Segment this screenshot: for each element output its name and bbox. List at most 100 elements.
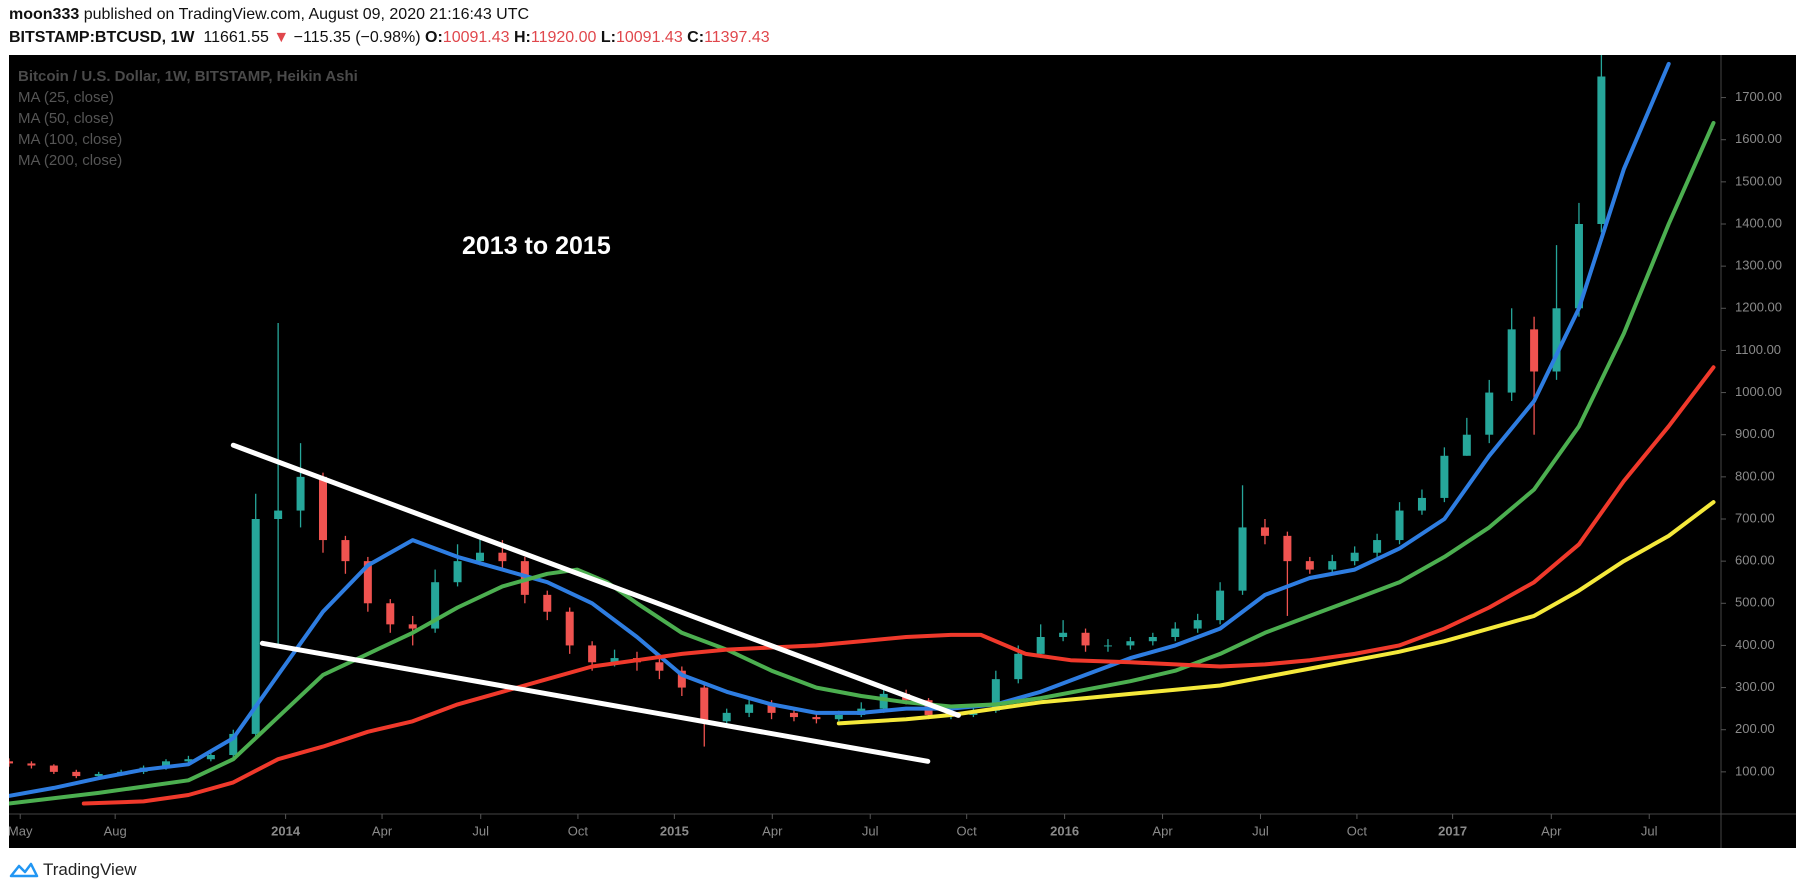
x-tick-label: Jul: [862, 823, 879, 838]
candle-body: [1283, 535, 1292, 562]
c-label: C:: [687, 29, 705, 46]
candle-body: [520, 561, 529, 595]
candle-body: [251, 518, 260, 734]
candle-body: [1260, 527, 1269, 536]
candle-body: [475, 552, 484, 562]
axes: 100.00 200.00 300.00 400.00 500.00 600.00 700.…: [8, 89, 1782, 838]
candle-body: [1081, 632, 1090, 646]
chart-panel: [9, 55, 1796, 848]
candle-body: [386, 603, 395, 625]
y-tick-label: 900.00: [1735, 426, 1775, 441]
annotation: 2013 to 2015: [462, 232, 611, 260]
x-tick-label: 2015: [660, 823, 689, 838]
ma-line: [9, 120, 1716, 806]
candle-body: [1305, 561, 1314, 570]
plot: [9, 55, 1716, 806]
legend-entry: MA (200, close): [18, 152, 123, 169]
o-label: O:: [425, 29, 443, 46]
candle-body: [1171, 628, 1180, 637]
ma-line: [81, 365, 1716, 806]
y-tick-label: 1500.00: [1735, 173, 1782, 188]
x-tick-label: Jul: [1252, 823, 1269, 838]
candle-body: [834, 714, 843, 720]
candle-body: [1440, 455, 1449, 498]
candle-body: [1530, 329, 1539, 372]
y-tick-label: 700.00: [1735, 510, 1775, 525]
candle-body: [1238, 527, 1247, 591]
candle-body: [229, 733, 238, 755]
x-tick-label: Jul: [472, 823, 489, 838]
y-tick-label: 1200.00: [1735, 300, 1782, 315]
symbol-line: BITSTAMP:BTCUSD, 1W 11661.55 ▼ −115.35 (…: [9, 29, 770, 47]
arrow: ▼: [273, 29, 290, 46]
candle-body: [1485, 392, 1494, 435]
candle-body: [27, 763, 36, 766]
candle-body: [565, 611, 574, 646]
candle-body: [767, 704, 776, 713]
y-tick-label: 500.00: [1735, 595, 1775, 610]
x-tick-label: Oct: [957, 823, 978, 838]
y-tick-label: 600.00: [1735, 553, 1775, 568]
y-tick-label: 400.00: [1735, 637, 1775, 652]
candle-body: [1193, 620, 1202, 629]
x-tick-label: Oct: [1347, 823, 1368, 838]
brand: TradingView: [43, 860, 137, 879]
y-tick-label: 1300.00: [1735, 258, 1782, 273]
candle-body: [1103, 645, 1112, 647]
candle-body: [498, 552, 507, 562]
candle-body: [274, 510, 283, 519]
y-tick-label: 1000.00: [1735, 384, 1782, 399]
candle-body: [296, 476, 305, 511]
y-tick-label: 100.00: [1735, 763, 1775, 778]
y-tick-label: 200.00: [1735, 721, 1775, 736]
candle-body: [161, 761, 170, 768]
candle-body: [655, 662, 664, 671]
candle-body: [1216, 590, 1225, 621]
candle-body: [206, 754, 215, 760]
candle-body: [94, 773, 103, 777]
candle-body: [722, 712, 731, 722]
candle-body: [1417, 497, 1426, 511]
x-tick-label: 2017: [1438, 823, 1467, 838]
candle-body: [1507, 329, 1516, 393]
logo: [9, 862, 39, 878]
y-tick-label: 800.00: [1735, 468, 1775, 483]
candle-body: [1328, 561, 1337, 570]
published: published on TradingView.com, August 09,…: [83, 6, 530, 23]
x-tick-label: Apr: [762, 823, 783, 838]
candle-body: [677, 670, 686, 688]
candle-body: [700, 687, 709, 722]
candle-body: [1036, 636, 1045, 654]
candle-body: [991, 679, 1000, 711]
y-tick-label: 1400.00: [1735, 215, 1782, 230]
x-tick-label: Apr: [1152, 823, 1173, 838]
candle-body: [1373, 540, 1382, 553]
candle-body: [431, 582, 440, 629]
legend-entry: MA (25, close): [18, 89, 114, 106]
trend-line: [259, 640, 931, 764]
candle-body: [341, 540, 350, 562]
candle-body: [408, 624, 417, 629]
c: 11397.43: [704, 29, 770, 46]
candle-body: [1126, 641, 1135, 646]
x-tick-label: May: [8, 823, 33, 838]
candle-body: [610, 658, 619, 663]
candle-body: [1148, 636, 1157, 642]
ma-line: [9, 61, 1671, 798]
candle-body: [1014, 653, 1023, 680]
candle-body: [184, 759, 193, 762]
y-tick-label: 1600.00: [1735, 131, 1782, 146]
y-tick-label: 300.00: [1735, 679, 1775, 694]
candle-body: [543, 594, 552, 612]
candle-body: [789, 712, 798, 718]
x-tick-label: Jul: [1641, 823, 1658, 838]
candle-body: [1462, 434, 1471, 456]
h: 11920.00: [530, 29, 597, 46]
candle-body: [363, 561, 372, 604]
x-tick-label: 2016: [1050, 823, 1079, 838]
candle-body: [745, 704, 754, 713]
legend-entry: MA (100, close): [18, 131, 123, 148]
y-tick-label: 1100.00: [1735, 342, 1781, 357]
